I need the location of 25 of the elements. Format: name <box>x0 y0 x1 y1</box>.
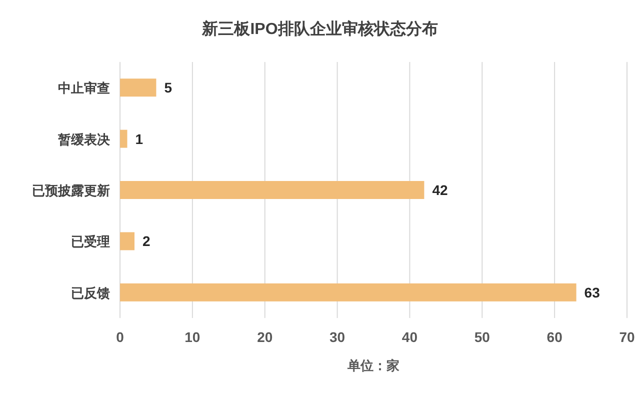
x-tick-label: 20 <box>257 329 273 345</box>
x-tick-label: 10 <box>184 329 200 345</box>
y-tick-label: 已受理 <box>71 234 110 250</box>
bar <box>120 283 576 302</box>
data-label: 42 <box>432 182 448 198</box>
y-tick-label: 已预披露更新 <box>32 183 110 198</box>
data-label: 1 <box>135 130 144 147</box>
x-tick-label: 60 <box>546 329 563 345</box>
bar <box>120 130 128 148</box>
data-label: 2 <box>142 233 150 250</box>
bar <box>120 181 424 199</box>
x-tick-label: 50 <box>474 329 490 345</box>
x-tick-label: 0 <box>116 329 124 345</box>
data-label: 5 <box>164 80 172 96</box>
bar <box>120 232 134 250</box>
x-tick-label: 40 <box>402 329 418 345</box>
y-tick-label: 已反馈 <box>71 285 110 300</box>
x-axis-title: 单位：家 <box>346 358 400 373</box>
y-tick-label: 中止审查 <box>58 80 110 96</box>
chart-title: 新三板IPO排队企业审核状态分布 <box>201 19 438 38</box>
y-tick-label: 暂缓表决 <box>57 132 111 147</box>
bar <box>120 78 156 97</box>
data-label: 63 <box>584 284 600 300</box>
x-tick-label: 70 <box>619 329 635 345</box>
x-tick-label: 30 <box>329 329 346 345</box>
